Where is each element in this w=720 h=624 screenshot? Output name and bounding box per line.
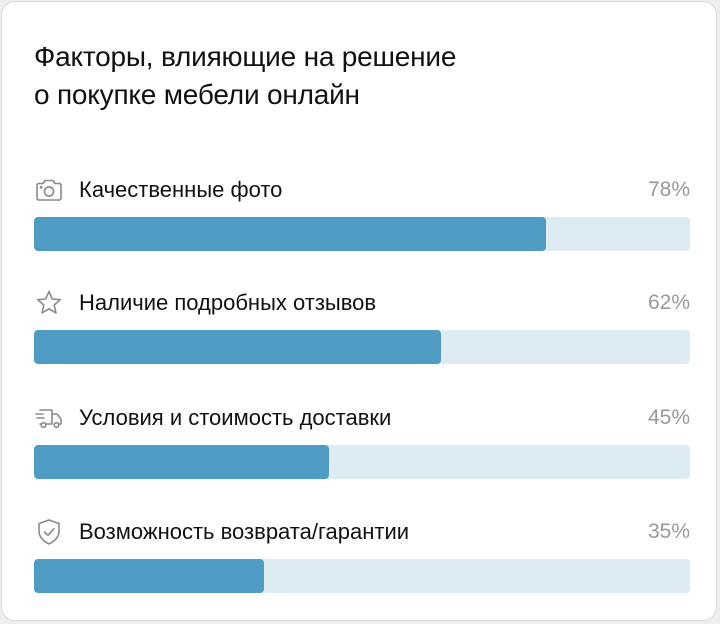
bar [34,217,546,251]
bar-row-header: Условия и стоимость доставки 45% [34,400,690,436]
bar-row-header: Наличие подробных отзывов 62% [34,285,690,321]
bar-row: Условия и стоимость доставки 45% [34,400,690,496]
truck-icon [34,404,64,432]
bar-value-label: 35% [647,520,690,543]
bar-label: Возможность возврата/гарантии [79,519,410,544]
bar-track [34,330,690,364]
shield-check-icon [34,518,64,546]
bar-track [34,217,690,251]
bar-value-label: 62% [647,291,690,314]
bar-row-header: Возможность возврата/гарантии 35% [34,514,690,550]
chart-title-line-1: Факторы, влияющие на решение [34,41,457,72]
bar [34,559,264,593]
bar-value-label: 78% [647,178,690,201]
bar [34,445,330,479]
bar-row-header: Качественные фото 78% [34,172,690,208]
star-icon [34,289,64,317]
bar-row: Возможность возврата/гарантии 35% [34,514,690,610]
camera-icon [34,176,64,204]
bar-label: Наличие подробных отзывов [79,290,377,315]
bar [34,330,441,364]
bar-label: Качественные фото [79,177,283,202]
bar-row: Наличие подробных отзывов 62% [34,285,690,381]
bar-track [34,559,690,593]
chart-title-line-2: о покупке мебели онлайн [34,79,360,110]
bar-track [34,445,690,479]
bar-value-label: 45% [647,406,690,429]
bar-label: Условия и стоимость доставки [79,405,392,430]
chart-title: Факторы, влияющие на решение о покупке м… [34,38,674,114]
bar-row: Качественные фото 78% [34,172,690,268]
